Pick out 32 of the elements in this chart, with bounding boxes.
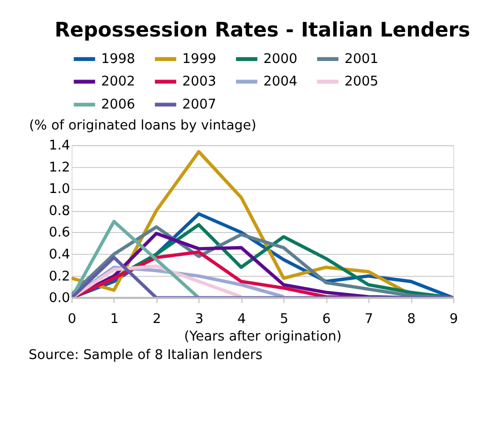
x-tick-label: 4 — [237, 312, 246, 328]
y-tick-label: 1.2 — [48, 160, 70, 176]
legend-label: 2000 — [263, 52, 298, 67]
legend-label: 2005 — [344, 74, 378, 90]
legend-label: 2004 — [263, 74, 298, 90]
x-tick-label: 6 — [322, 312, 331, 328]
y-axis-title: (% of originated loans by vintage) — [29, 118, 256, 134]
x-tick-label: 3 — [195, 312, 204, 328]
x-tick-label: 7 — [364, 312, 374, 328]
y-tick-label: 1.4 — [48, 138, 70, 154]
x-axis-title: (Years after origination) — [184, 329, 342, 344]
x-tick-label: 8 — [407, 312, 416, 328]
legend-label: 2003 — [182, 74, 216, 90]
legend-label: 2007 — [182, 97, 216, 112]
legend-label: 2001 — [344, 52, 378, 67]
x-tick-label: 0 — [68, 312, 76, 328]
y-tick-label: 0.0 — [48, 291, 70, 306]
y-tick-label: 0.4 — [48, 248, 70, 262]
y-tick-label: 0.6 — [48, 226, 70, 241]
y-tick-label: 0.2 — [48, 269, 70, 284]
x-tick-label: 9 — [449, 312, 458, 328]
y-tick-label: 1.0 — [48, 182, 70, 198]
legend-label: 2006 — [101, 97, 136, 112]
legend-label: 2002 — [101, 74, 136, 90]
y-tick-label: 0.8 — [48, 204, 70, 219]
x-tick-label: 2 — [152, 312, 162, 328]
chart-title: Repossession Rates - Italian Lenders — [54, 17, 470, 42]
legend-label: 1998 — [101, 52, 136, 67]
source-note: Source: Sample of 8 Italian lenders — [28, 348, 262, 363]
x-tick-label: 1 — [110, 312, 119, 328]
x-tick-label: 5 — [280, 312, 288, 328]
legend-label: 1999 — [182, 52, 216, 67]
